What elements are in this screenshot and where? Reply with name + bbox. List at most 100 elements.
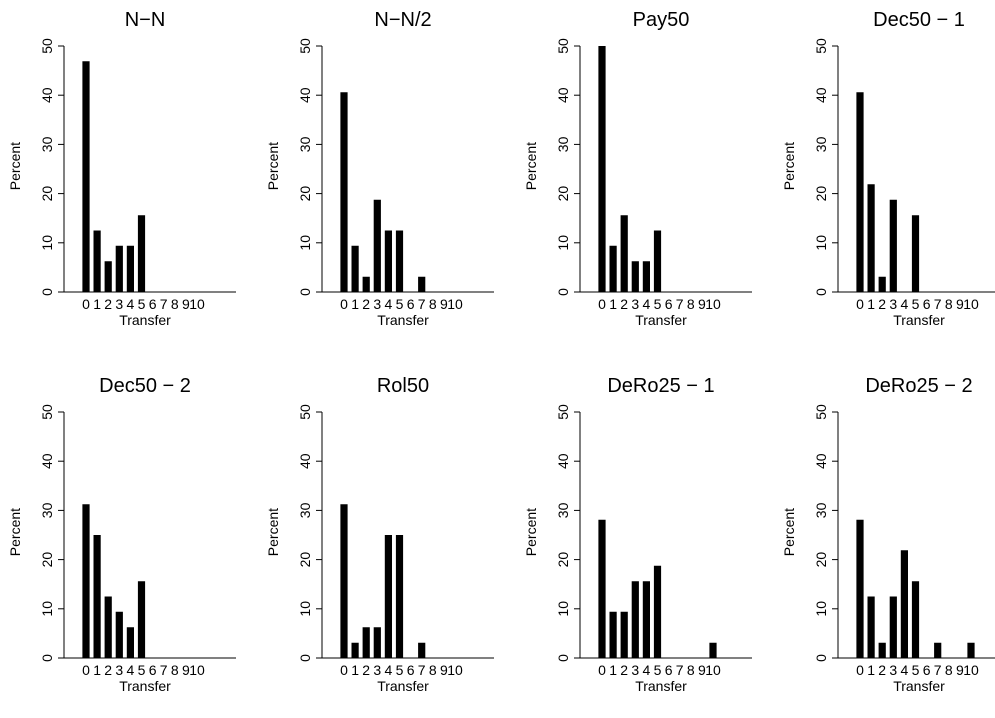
x-tick-label: 5 bbox=[396, 296, 404, 312]
y-tick-label: 50 bbox=[297, 38, 313, 54]
bar bbox=[351, 642, 359, 658]
x-axis-label: Transfer bbox=[893, 312, 945, 328]
bar bbox=[911, 581, 920, 658]
x-tick-label: 9 bbox=[698, 296, 706, 312]
x-tick-label: 10 bbox=[447, 296, 463, 312]
x-axis-label: Transfer bbox=[893, 678, 945, 694]
x-tick-label: 10 bbox=[963, 296, 979, 312]
y-tick-label: 30 bbox=[297, 136, 313, 152]
x-tick-label: 4 bbox=[901, 296, 909, 312]
y-tick-label: 40 bbox=[39, 87, 55, 103]
x-tick-label: 4 bbox=[901, 662, 909, 678]
x-tick-label: 8 bbox=[171, 296, 179, 312]
bar bbox=[115, 611, 123, 658]
bar bbox=[856, 519, 864, 658]
y-tick-label: 10 bbox=[555, 235, 571, 251]
x-tick-label: 2 bbox=[104, 662, 112, 678]
x-tick-label: 10 bbox=[447, 662, 463, 678]
x-tick-label: 7 bbox=[676, 296, 684, 312]
x-axis-label: Transfer bbox=[377, 678, 429, 694]
x-tick-label: 3 bbox=[889, 662, 897, 678]
x-tick-label: 9 bbox=[956, 296, 964, 312]
x-tick-label: 4 bbox=[127, 662, 135, 678]
x-tick-label: 3 bbox=[889, 296, 897, 312]
x-tick-label: 6 bbox=[149, 296, 157, 312]
bar bbox=[137, 581, 146, 658]
bar bbox=[878, 642, 886, 658]
x-tick-label: 8 bbox=[429, 662, 437, 678]
bar bbox=[620, 611, 628, 658]
y-tick-label: 30 bbox=[555, 502, 571, 518]
x-tick-label: 1 bbox=[609, 296, 617, 312]
y-axis-label: Percent bbox=[781, 142, 797, 190]
x-tick-label: 0 bbox=[340, 662, 348, 678]
y-axis-label: Percent bbox=[7, 142, 23, 190]
y-tick-label: 10 bbox=[813, 235, 829, 251]
bar bbox=[889, 199, 897, 292]
bar bbox=[934, 642, 942, 658]
chart-title: Rol50 bbox=[377, 375, 429, 397]
x-tick-label: 4 bbox=[385, 662, 393, 678]
y-tick-label: 20 bbox=[555, 552, 571, 568]
x-tick-label: 0 bbox=[340, 296, 348, 312]
x-tick-label: 8 bbox=[429, 296, 437, 312]
bar bbox=[340, 92, 348, 292]
x-axis-label: Transfer bbox=[635, 312, 687, 328]
x-tick-label: 5 bbox=[912, 662, 920, 678]
y-tick-label: 10 bbox=[297, 235, 313, 251]
y-axis-label: Percent bbox=[7, 508, 23, 556]
bar bbox=[598, 46, 606, 292]
y-tick-label: 0 bbox=[813, 654, 829, 662]
x-tick-label: 2 bbox=[362, 296, 370, 312]
x-tick-label: 1 bbox=[609, 662, 617, 678]
bar bbox=[967, 642, 975, 658]
y-tick-label: 40 bbox=[297, 87, 313, 103]
bar bbox=[631, 581, 639, 658]
x-tick-label: 8 bbox=[687, 296, 695, 312]
bar bbox=[362, 627, 370, 658]
y-tick-label: 50 bbox=[813, 404, 829, 420]
x-tick-label: 8 bbox=[945, 662, 953, 678]
bar bbox=[115, 245, 123, 292]
y-tick-label: 20 bbox=[297, 552, 313, 568]
x-tick-label: 1 bbox=[93, 662, 101, 678]
x-tick-label: 9 bbox=[440, 662, 448, 678]
x-tick-label: 6 bbox=[665, 296, 673, 312]
x-tick-label: 7 bbox=[934, 296, 942, 312]
bar bbox=[653, 230, 662, 292]
x-tick-label: 6 bbox=[407, 662, 415, 678]
x-tick-label: 4 bbox=[385, 296, 393, 312]
y-tick-label: 0 bbox=[813, 288, 829, 296]
y-tick-label: 10 bbox=[39, 601, 55, 617]
y-tick-label: 10 bbox=[813, 601, 829, 617]
bar bbox=[900, 550, 908, 658]
bar bbox=[642, 581, 650, 658]
bar bbox=[104, 596, 112, 658]
y-tick-label: 30 bbox=[813, 502, 829, 518]
y-tick-label: 30 bbox=[813, 136, 829, 152]
chart-title: N−N bbox=[125, 9, 166, 31]
x-axis-label: Transfer bbox=[119, 312, 171, 328]
x-tick-label: 3 bbox=[373, 662, 381, 678]
x-tick-label: 3 bbox=[373, 296, 381, 312]
y-tick-label: 20 bbox=[39, 552, 55, 568]
x-tick-label: 0 bbox=[856, 662, 864, 678]
x-tick-label: 9 bbox=[698, 662, 706, 678]
x-axis-label: Transfer bbox=[377, 312, 429, 328]
x-tick-label: 2 bbox=[620, 296, 628, 312]
bar bbox=[362, 276, 370, 292]
chart-title: N−N/2 bbox=[374, 9, 431, 31]
y-tick-label: 30 bbox=[297, 502, 313, 518]
x-axis-label: Transfer bbox=[635, 678, 687, 694]
bar bbox=[126, 245, 134, 292]
y-tick-label: 0 bbox=[297, 288, 313, 296]
x-tick-label: 2 bbox=[620, 662, 628, 678]
x-tick-label: 2 bbox=[362, 662, 370, 678]
x-tick-label: 4 bbox=[127, 296, 135, 312]
x-tick-label: 1 bbox=[93, 296, 101, 312]
x-tick-label: 5 bbox=[654, 662, 662, 678]
